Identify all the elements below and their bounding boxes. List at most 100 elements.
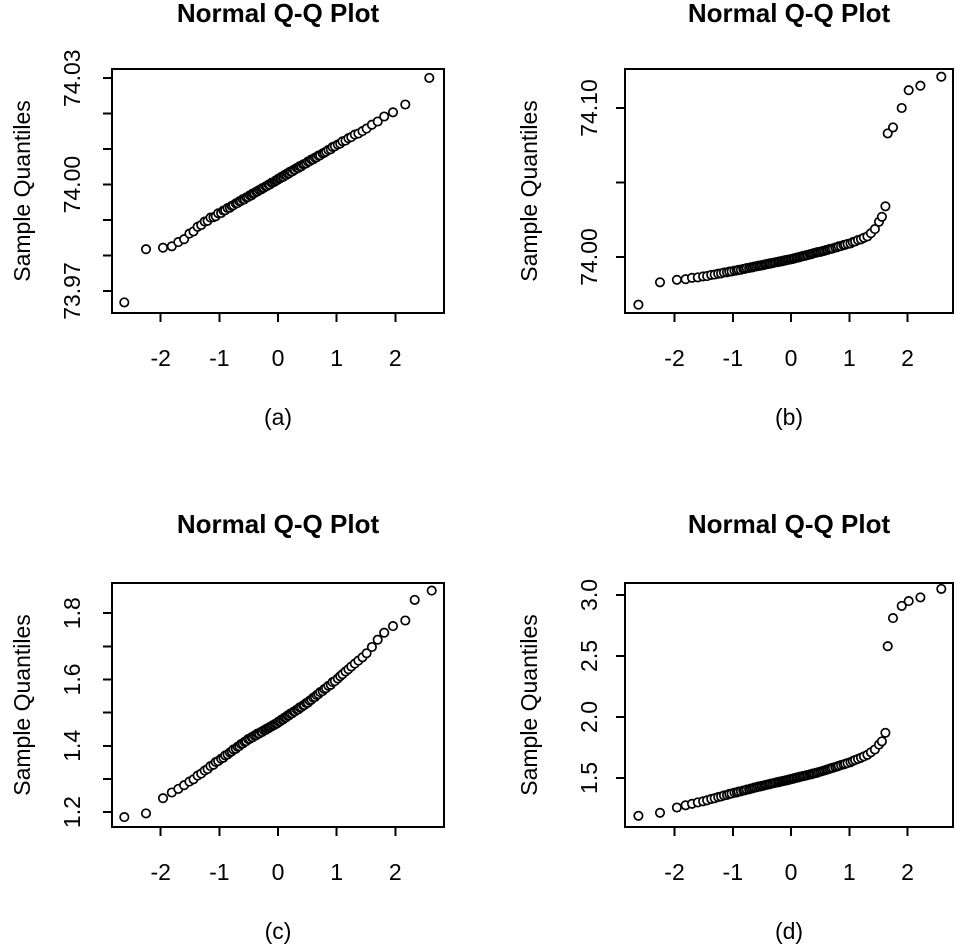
data-point-marker <box>140 244 152 255</box>
qq-plot-panel-b: Normal Q-Q Plot Sample Quantiles (b) -2 -1 0 1… <box>480 0 960 472</box>
subfigure-label: (b) <box>775 404 803 430</box>
y-tick-label: 1.5 <box>576 762 602 794</box>
data-point-marker <box>379 111 390 122</box>
y-axis-title: Sample Quantiles <box>516 100 542 282</box>
plot-title: Normal Q-Q Plot <box>688 509 891 539</box>
plot-frame <box>111 68 445 314</box>
y-tick-label: 2.0 <box>576 701 602 733</box>
y-tick-label: 1.2 <box>59 796 85 828</box>
y-tick-label: 1.4 <box>59 730 85 762</box>
data-point-marker <box>903 596 914 607</box>
subfigure-label: (d) <box>775 918 803 944</box>
x-tick-label: 2 <box>389 859 402 885</box>
data-point-marker <box>140 808 152 819</box>
y-tick-label: 1.6 <box>59 663 85 695</box>
data-point-marker <box>379 627 390 638</box>
qq-plot-b-svg: Normal Q-Q Plot Sample Quantiles (b) -2 -1 0 1… <box>516 0 954 430</box>
data-point-marker <box>424 72 435 83</box>
data-point-marker <box>876 211 887 222</box>
plot-frame <box>624 582 954 828</box>
data-point-marker <box>400 615 411 626</box>
data-point-marker <box>426 585 437 596</box>
plot-frame <box>624 68 954 314</box>
x-tick-label: -2 <box>664 859 684 885</box>
plot-frame <box>111 582 445 828</box>
x-tick-label: 0 <box>272 345 285 371</box>
data-point-marker <box>633 810 644 821</box>
data-point-marker <box>400 99 411 110</box>
y-tick-label: 3.0 <box>576 579 602 611</box>
data-point-marker <box>633 299 644 310</box>
x-tick-label: 2 <box>901 859 914 885</box>
x-tick-label: -1 <box>209 345 229 371</box>
y-tick-label: 74.00 <box>576 228 602 286</box>
y-tick-label: 2.5 <box>576 640 602 672</box>
plot-title: Normal Q-Q Plot <box>688 0 891 28</box>
data-point-marker <box>915 80 926 91</box>
y-tick-label: 74.10 <box>576 79 602 137</box>
qq-plot-d-svg: Normal Q-Q Plot Sample Quantiles (d) -2 -1 0 1… <box>516 509 954 944</box>
data-point-marker <box>915 592 926 603</box>
plot-title: Normal Q-Q Plot <box>177 509 380 539</box>
data-points <box>119 72 435 308</box>
data-points <box>633 71 947 310</box>
data-points <box>633 583 947 821</box>
data-point-marker <box>896 600 907 611</box>
data-point-marker <box>880 727 891 738</box>
data-point-marker <box>903 85 914 96</box>
y-axis-title: Sample Quantiles <box>9 100 35 282</box>
x-tick-label: 1 <box>330 345 343 371</box>
data-point-marker <box>654 807 666 818</box>
data-point-marker <box>936 71 947 82</box>
y-tick-label: 1.8 <box>59 597 85 629</box>
plot-title: Normal Q-Q Plot <box>177 0 380 28</box>
data-point-marker <box>366 641 377 653</box>
y-axis-title: Sample Quantiles <box>9 614 35 796</box>
x-tick-label: 2 <box>901 345 914 371</box>
data-point-marker <box>869 224 880 235</box>
qq-plot-panel-d: Normal Q-Q Plot Sample Quantiles (d) -2 -1 0 1… <box>480 472 960 945</box>
data-point-marker <box>671 802 682 813</box>
data-points <box>119 585 437 823</box>
x-tick-label: -1 <box>723 859 743 885</box>
data-point-marker <box>372 116 383 127</box>
x-tick-label: 0 <box>785 859 798 885</box>
qq-plot-panel-c: Normal Q-Q Plot Sample Quantiles (c) -2 -1 0 1… <box>0 472 480 945</box>
qq-plot-panel-a: Normal Q-Q Plot Sample Quantiles (a) -2 -1 0 1… <box>0 0 480 472</box>
x-tick-label: 1 <box>843 345 856 371</box>
x-tick-label: 0 <box>785 345 798 371</box>
data-point-marker <box>361 648 372 659</box>
data-point-marker <box>936 583 947 594</box>
data-point-marker <box>876 736 887 747</box>
data-point-marker <box>119 297 130 308</box>
x-tick-label: 2 <box>389 345 402 371</box>
x-tick-label: -2 <box>150 345 170 371</box>
data-point-marker <box>896 102 907 114</box>
x-tick-label: -1 <box>723 345 743 371</box>
y-tick-label: 73.97 <box>59 262 85 320</box>
data-point-marker <box>157 242 169 253</box>
y-tick-label: 74.03 <box>59 49 85 107</box>
data-point-marker <box>409 594 420 605</box>
y-tick-label: 74.00 <box>59 156 85 214</box>
data-point-marker <box>119 812 130 823</box>
data-point-marker <box>157 793 169 804</box>
qq-plot-a-svg: Normal Q-Q Plot Sample Quantiles (a) -2 -1 0 1… <box>9 0 445 430</box>
x-tick-label: 0 <box>272 859 285 885</box>
x-tick-label: 1 <box>330 859 343 885</box>
x-tick-label: 1 <box>843 859 856 885</box>
data-point-marker <box>882 641 893 652</box>
x-tick-label: -2 <box>150 859 170 885</box>
x-tick-label: -1 <box>209 859 229 885</box>
qq-plot-c-svg: Normal Q-Q Plot Sample Quantiles (c) -2 -1 0 1… <box>9 509 445 944</box>
subfigure-label: (a) <box>264 404 292 430</box>
data-point-marker <box>887 613 899 624</box>
data-point-marker <box>387 621 399 632</box>
data-point-marker <box>387 107 399 118</box>
data-point-marker <box>880 201 891 212</box>
data-point-marker <box>654 277 666 288</box>
y-axis-title: Sample Quantiles <box>516 614 542 796</box>
subfigure-label: (c) <box>265 918 292 944</box>
data-point-marker <box>372 634 383 645</box>
